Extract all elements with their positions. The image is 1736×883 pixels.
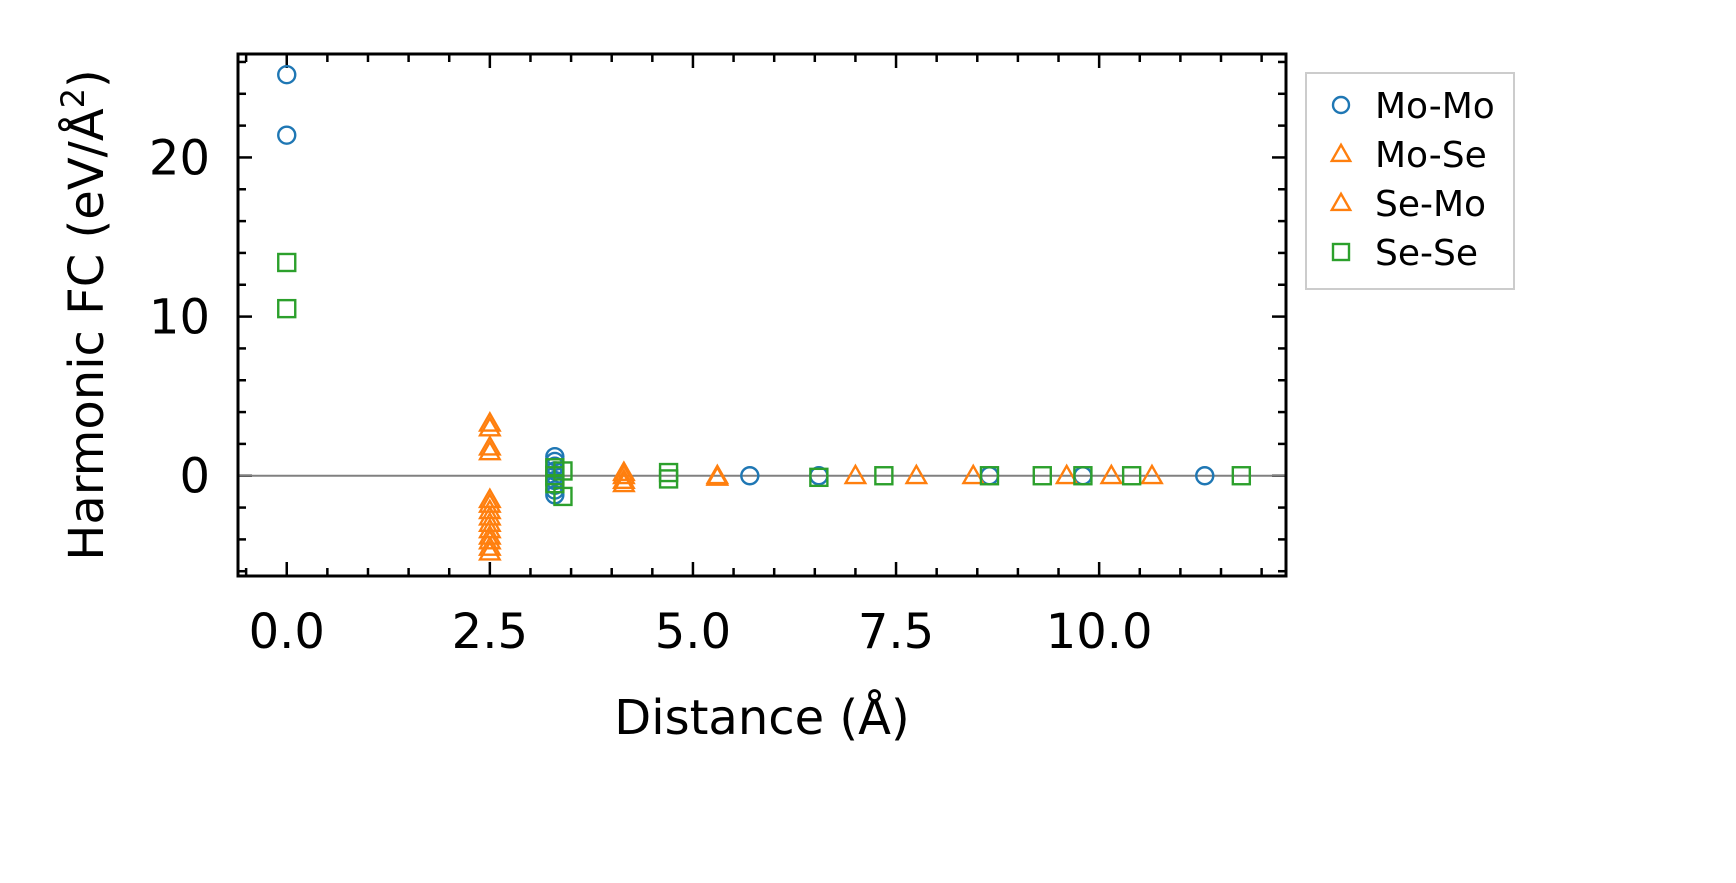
marker-se-mo — [1140, 463, 1164, 485]
marker-se-se — [1032, 466, 1052, 486]
y-tick-label: 0 — [179, 449, 210, 505]
marker-se-se — [1231, 466, 1252, 486]
y-tick-label: 20 — [149, 130, 210, 186]
marker-se-mo — [478, 517, 502, 539]
marker-se-se — [809, 467, 829, 488]
legend-label-se-se: Se-Se — [1375, 233, 1478, 274]
plot-frame — [236, 52, 1288, 578]
y-tick-label: 10 — [149, 290, 210, 346]
marker-mo-se — [612, 468, 636, 490]
x-tick-label: 0.0 — [249, 604, 325, 660]
marker-se-se — [277, 298, 297, 319]
legend: Mo-Mo Mo-Se Se-Mo Se-Se — [1305, 72, 1515, 290]
marker-mo-se — [478, 439, 502, 461]
marker-mo-se — [478, 411, 502, 432]
legend-marker-se-se — [1331, 242, 1351, 262]
marker-mo-se — [1099, 463, 1124, 485]
y-axis-label-close: ) — [59, 69, 115, 88]
marker-mo-mo — [1195, 466, 1215, 486]
marker-mo-mo — [277, 64, 297, 85]
marker-se-mo — [478, 539, 502, 561]
legend-marker-mo-se — [1329, 142, 1353, 163]
marker-mo-se — [961, 463, 986, 485]
legend-marker-mo-mo — [1331, 95, 1351, 115]
y-axis-label: Harmonic FC (eV/Å2) — [54, 69, 115, 561]
marker-se-mo — [612, 463, 636, 485]
marker-se-se — [553, 486, 573, 507]
x-tick-label: 7.5 — [858, 604, 934, 660]
marker-mo-se — [612, 460, 636, 482]
marker-se-mo — [478, 492, 502, 513]
x-tick-label: 2.5 — [452, 604, 528, 660]
marker-se-se — [553, 461, 573, 481]
tick-labels-layer: 0.0 2.5 5.0 7.5 10.0 0 10 20 — [149, 130, 1153, 660]
marker-se-se — [979, 466, 1000, 486]
legend-label-mo-se: Mo-Se — [1375, 135, 1487, 176]
marker-se-mo — [904, 463, 929, 485]
marker-se-se — [277, 252, 297, 273]
marker-se-mo — [612, 471, 636, 493]
marker-se-mo — [478, 528, 502, 550]
marker-se-se — [658, 462, 679, 483]
marker-se-se — [658, 469, 679, 489]
marker-mo-se — [478, 535, 502, 556]
marker-mo-mo — [277, 125, 297, 145]
marker-se-mo — [478, 434, 502, 456]
marker-se-se — [1073, 466, 1093, 486]
x-axis-label: Distance (Å) — [614, 689, 909, 746]
markers-layer — [277, 64, 1252, 561]
ticks-layer — [238, 54, 1286, 576]
legend-label-mo-mo: Mo-Mo — [1375, 86, 1495, 127]
marker-se-se — [1121, 466, 1142, 486]
legend-box — [1305, 72, 1515, 290]
marker-mo-mo — [740, 466, 760, 486]
marker-se-mo — [705, 465, 730, 486]
legend-items: Mo-Mo Mo-Se Se-Mo Se-Se — [1329, 86, 1495, 274]
legend-label-se-mo: Se-Mo — [1375, 184, 1486, 225]
y-axis-label-superscript: 2 — [54, 88, 92, 108]
y-axis-label-main: Harmonic FC (eV/Å — [58, 108, 115, 561]
x-tick-label: 10.0 — [1046, 604, 1153, 660]
marker-mo-se — [843, 463, 868, 485]
marker-se-se — [874, 466, 894, 486]
x-tick-label: 5.0 — [655, 604, 731, 660]
marker-se-mo — [478, 504, 502, 526]
legend-marker-se-mo — [1329, 191, 1353, 212]
marker-se-mo — [1054, 463, 1079, 485]
